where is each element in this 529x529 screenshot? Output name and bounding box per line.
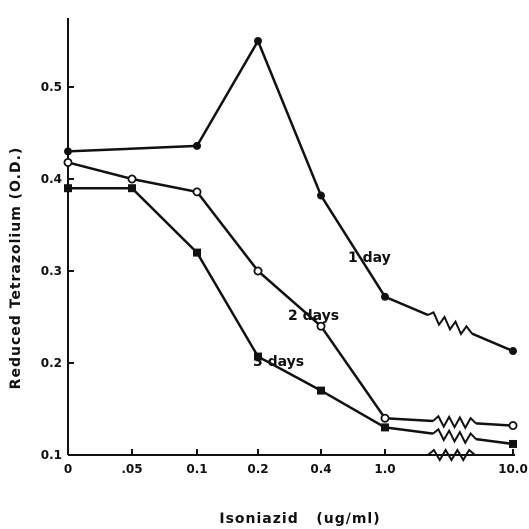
data-point [193,141,201,150]
data-point [253,266,263,276]
data-point [509,347,517,356]
y-tick-label: 0.6 [41,0,62,2]
series-label-1day: 1 day [348,250,391,266]
x-tick-label: 0 [64,462,72,476]
y-tick-label: 0.3 [41,264,62,278]
data-point [316,321,326,331]
series-line [68,186,386,429]
x-tick-label: 0.1 [186,462,207,476]
x-axis-break-symbol [427,448,476,462]
y-tick-label: 0.2 [41,356,62,370]
series-label-3days: 3 days [253,354,304,370]
y-tick-label: 0.4 [41,172,62,186]
series-break-symbol [432,414,477,430]
series-line [475,422,514,427]
data-point [63,157,73,167]
data-point [254,352,262,361]
data-point [64,147,72,156]
series-line [384,426,434,435]
series-line [384,416,434,423]
series-line [475,437,514,446]
series-layer [63,37,518,462]
series-line [471,332,514,353]
series-label-2days: 2 days [288,308,339,324]
data-point [254,37,262,45]
x-axis-title: Isoniazid (ug/ml) [219,511,380,527]
x-tick-label: 1.0 [374,462,395,476]
data-point [317,191,325,200]
data-point [380,413,390,423]
y-tick-label: 0.5 [41,80,62,94]
series-2 [63,157,518,431]
data-point [64,184,72,193]
data-point [381,292,389,301]
data-point [508,421,518,431]
series-3 [64,184,517,448]
series-break-symbol [432,427,477,445]
x-tick-label: 0.4 [310,462,331,476]
data-point [193,248,201,257]
y-tick-label: 0.1 [41,448,62,462]
data-point [127,174,137,184]
data-point [381,423,389,432]
series-line [67,161,387,419]
series-line [67,38,387,298]
axes: 0.1 0.2 0.3 0.4 0.5 0.6 0 .05 0.1 0.2 0.4 1.0 10.0 [41,0,528,476]
data-point [509,439,517,448]
series-1 [64,37,517,356]
data-point [192,187,202,197]
x-tick-label: .05 [121,462,142,476]
data-point [128,184,136,193]
series-break-symbol [427,310,473,336]
x-tick-label: 0.2 [247,462,268,476]
data-point [317,386,325,395]
y-axis-title: Reduced Tetrazolium (O.D.) [8,147,24,390]
x-tick-label: 10.0 [498,462,528,476]
series-line [384,295,429,317]
